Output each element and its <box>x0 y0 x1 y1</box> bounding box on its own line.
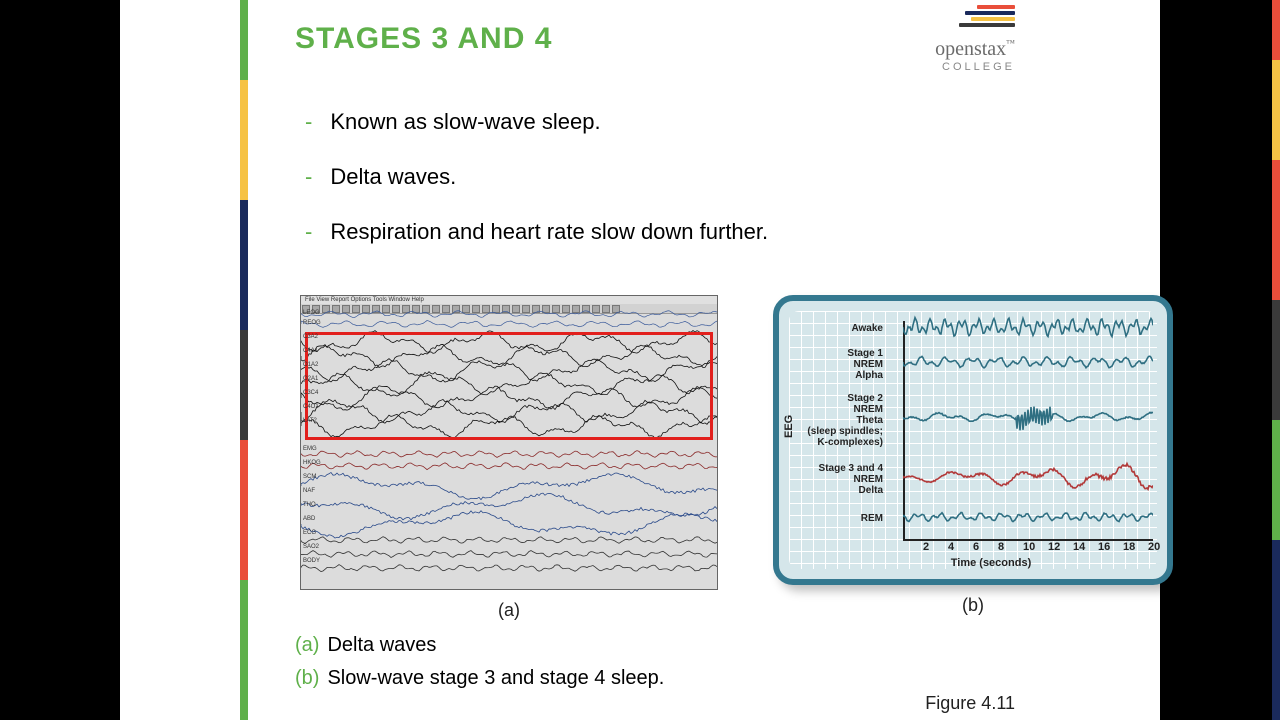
side-stripe <box>240 0 248 80</box>
xtick: 18 <box>1123 541 1135 553</box>
polysomnograph-screenshot: File View Report Options Tools Window He… <box>300 295 718 590</box>
xtick: 4 <box>948 541 954 553</box>
xtick: 16 <box>1098 541 1110 553</box>
side-stripe <box>240 80 248 200</box>
figure-a-col: File View Report Options Tools Window He… <box>300 295 718 621</box>
figure-captions: (a)Delta waves (b)Slow-wave stage 3 and s… <box>295 634 664 700</box>
side-stripe <box>240 440 248 580</box>
slide: STAGES 3 AND 4 openstax™ COLLEGE -Known … <box>120 0 1160 720</box>
side-stripe <box>1272 300 1280 420</box>
logo-sub: COLLEGE <box>935 61 1015 73</box>
eeg-xlabel: Time (seconds) <box>951 557 1032 569</box>
slide-title: STAGES 3 AND 4 <box>295 22 552 56</box>
side-stripe <box>240 580 248 720</box>
xtick: 20 <box>1148 541 1160 553</box>
side-stripe <box>1272 60 1280 160</box>
xtick: 8 <box>998 541 1004 553</box>
openstax-logo: openstax™ COLLEGE <box>935 5 1015 73</box>
xtick: 6 <box>973 541 979 553</box>
figure-number: Figure 4.11 <box>925 693 1015 714</box>
bullet-item: -Respiration and heart rate slow down fu… <box>305 215 768 248</box>
figure-a-caption: (a) <box>300 600 718 621</box>
caption-line: (b)Slow-wave stage 3 and stage 4 sleep. <box>295 667 664 690</box>
side-stripe <box>240 330 248 440</box>
figure-b-col: EEG Time (seconds) 2468101214161820Awake… <box>773 295 1173 616</box>
bullet-list: -Known as slow-wave sleep. -Delta waves. -… <box>305 105 768 270</box>
bullet-item: -Delta waves. <box>305 160 768 193</box>
figures-row: File View Report Options Tools Window He… <box>300 295 1173 621</box>
logo-brand: openstax <box>935 38 1006 60</box>
caption-line: (a)Delta waves <box>295 634 664 657</box>
eeg-stages-chart: EEG Time (seconds) 2468101214161820Awake… <box>773 295 1173 585</box>
xtick: 14 <box>1073 541 1085 553</box>
xtick: 12 <box>1048 541 1060 553</box>
side-stripe <box>1272 0 1280 60</box>
side-stripe <box>240 200 248 330</box>
side-stripe <box>1272 420 1280 540</box>
bullet-item: -Known as slow-wave sleep. <box>305 105 768 138</box>
logo-tm: ™ <box>1006 38 1015 48</box>
side-stripe <box>1272 160 1280 300</box>
figure-b-caption: (b) <box>773 595 1173 616</box>
xtick: 2 <box>923 541 929 553</box>
xtick: 10 <box>1023 541 1035 553</box>
side-stripe <box>1272 540 1280 720</box>
